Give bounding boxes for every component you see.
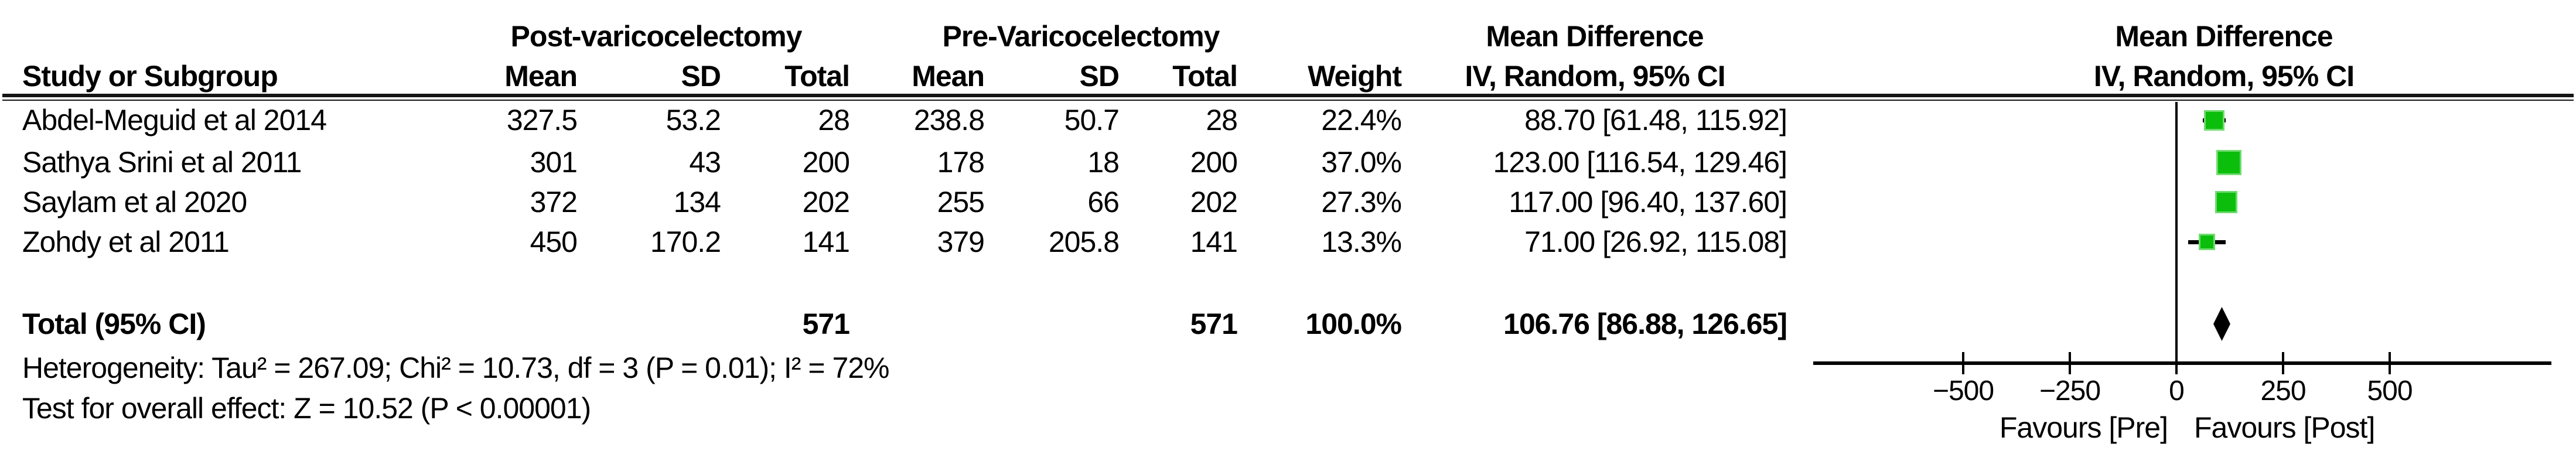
favours-pre-label: Favours [Pre]	[1999, 411, 2168, 444]
axis-tick	[2389, 352, 2391, 374]
axis-tick-label: −250	[2039, 375, 2101, 407]
pre-sd-value: 205.8	[1048, 226, 1120, 258]
forest-square	[2198, 234, 2215, 250]
post-sd-value: 170.2	[650, 226, 721, 258]
post-total-value: 28	[818, 104, 850, 136]
pre-mean-value: 238.8	[913, 104, 985, 136]
axis-tick	[2175, 352, 2178, 374]
post-total-value: 200	[802, 146, 850, 179]
post-sd-value: 134	[673, 186, 721, 218]
study-label: Sathya Srini et al 2011	[22, 146, 302, 179]
zero-line	[2175, 102, 2178, 363]
pre-total-value: 200	[1190, 146, 1238, 179]
axis-tick	[2282, 352, 2284, 374]
axis-tick-label: 250	[2260, 375, 2306, 407]
header-mean-difference-plot-column: Mean Difference	[2115, 20, 2333, 53]
axis-tick-label: −500	[1932, 375, 1994, 407]
axis-tick	[1962, 352, 1964, 374]
weight-value: 13.3%	[1321, 226, 1402, 258]
post-total-value: 202	[802, 186, 850, 218]
total-pre-n: 571	[1190, 308, 1238, 340]
pre-mean-value: 255	[937, 186, 985, 218]
study-label: Abdel-Meguid et al 2014	[22, 104, 327, 136]
table-row: Zohdy et al 2011 450 170.2 141 379 205.8…	[0, 222, 1816, 262]
pre-mean-value: 379	[937, 226, 985, 258]
axis-tick	[2069, 352, 2071, 374]
forest-square	[2215, 191, 2238, 213]
md-ci-value: 123.00 [116.54, 129.46]	[1493, 146, 1787, 179]
md-ci-value: 88.70 [61.48, 115.92]	[1524, 104, 1787, 136]
col-header-iv-random-ci: IV, Random, 95% CI	[1465, 60, 1725, 93]
md-ci-value: 71.00 [26.92, 115.08]	[1524, 226, 1787, 258]
post-mean-value: 301	[530, 146, 578, 179]
post-mean-value: 450	[530, 226, 578, 258]
summary-diamond	[2213, 307, 2231, 341]
col-header-pre-total: Total	[1172, 60, 1238, 93]
pre-sd-value: 18	[1087, 146, 1120, 179]
table-row: Sathya Srini et al 2011 301 43 200 178 1…	[0, 142, 1816, 182]
axis-line	[1813, 361, 2551, 365]
total-md-ci: 106.76 [86.88, 126.65]	[1503, 308, 1787, 340]
col-header-plot-iv-random-ci: IV, Random, 95% CI	[2093, 60, 2355, 93]
table-header-groups: Post-varicocelectomy Pre-Varicocelectomy…	[0, 16, 2576, 56]
header-mean-difference-text-column: Mean Difference	[1486, 20, 1704, 53]
pre-mean-value: 178	[937, 146, 985, 179]
col-header-study: Study or Subgroup	[22, 60, 278, 93]
header-divider-rule	[2, 94, 2574, 101]
pre-total-value: 202	[1190, 186, 1238, 218]
post-sd-value: 43	[689, 146, 721, 179]
table-header-columns: Study or Subgroup Mean SD Total Mean SD …	[0, 56, 2576, 96]
post-mean-value: 372	[530, 186, 578, 218]
pre-sd-value: 66	[1087, 186, 1120, 218]
favours-post-label: Favours [Post]	[2194, 411, 2375, 444]
total-label: Total (95% CI)	[22, 308, 206, 340]
col-header-post-mean: Mean	[504, 60, 578, 93]
forest-square	[2216, 149, 2242, 175]
col-header-weight: Weight	[1308, 60, 1402, 93]
axis-tick-label: 0	[2169, 375, 2185, 407]
pre-total-value: 141	[1190, 226, 1238, 258]
post-sd-value: 53.2	[666, 104, 721, 136]
col-header-post-sd: SD	[681, 60, 721, 93]
weight-value: 37.0%	[1321, 146, 1402, 179]
col-header-post-total: Total	[784, 60, 850, 93]
axis-tick-label: 500	[2367, 375, 2413, 407]
heterogeneity-text: Heterogeneity: Tau² = 267.09; Chi² = 10.…	[22, 351, 890, 384]
overall-effect-text: Test for overall effect: Z = 10.52 (P < …	[22, 392, 591, 425]
header-pre-varicocelectomy: Pre-Varicocelectomy	[942, 20, 1220, 53]
total-weight: 100.0%	[1305, 308, 1402, 340]
pre-total-value: 28	[1206, 104, 1238, 136]
study-label: Zohdy et al 2011	[22, 226, 230, 258]
col-header-pre-mean: Mean	[912, 60, 985, 93]
post-mean-value: 327.5	[506, 104, 578, 136]
table-row: Saylam et al 2020 372 134 202 255 66 202…	[0, 182, 1816, 222]
header-post-varicocelectomy: Post-varicocelectomy	[510, 20, 803, 53]
pre-sd-value: 50.7	[1064, 104, 1120, 136]
forest-square	[2204, 110, 2225, 131]
table-row: Abdel-Meguid et al 2014 327.5 53.2 28 23…	[0, 100, 1816, 140]
total-post-n: 571	[802, 308, 850, 340]
post-total-value: 141	[802, 226, 850, 258]
study-label: Saylam et al 2020	[22, 186, 247, 218]
weight-value: 27.3%	[1321, 186, 1402, 218]
md-ci-value: 117.00 [96.40, 137.60]	[1509, 186, 1787, 218]
total-row: Total (95% CI) 571 571 100.0% 106.76 [86…	[0, 304, 1816, 344]
weight-value: 22.4%	[1321, 104, 1402, 136]
col-header-pre-sd: SD	[1079, 60, 1120, 93]
